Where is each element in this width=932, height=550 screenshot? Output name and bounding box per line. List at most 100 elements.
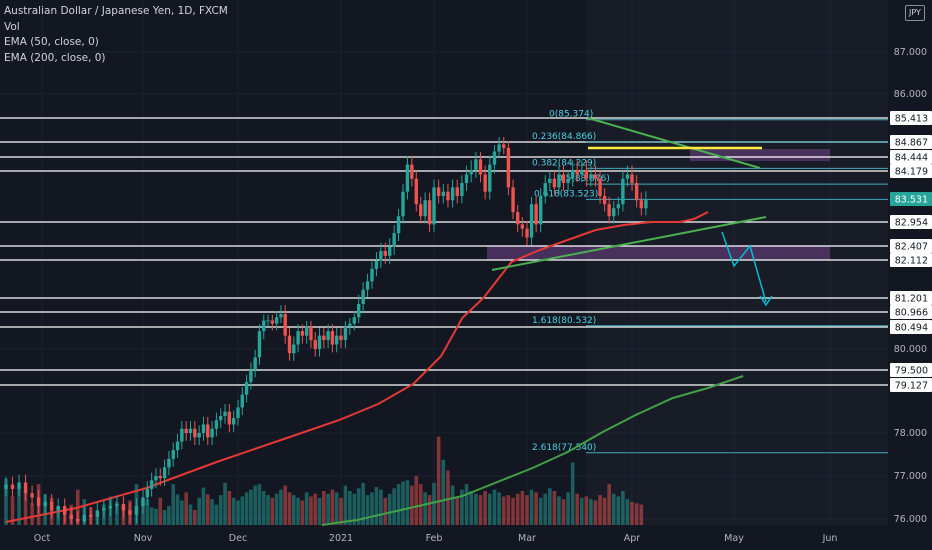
volume-bar <box>236 500 240 525</box>
volume-bar <box>149 507 154 525</box>
candle-body <box>304 326 309 336</box>
candle-body <box>584 169 589 179</box>
level-price-badge-bg <box>890 215 932 229</box>
current-price-badge-bg <box>890 192 932 206</box>
candle-body <box>180 428 184 442</box>
candle-body <box>388 246 392 256</box>
volume-bar <box>326 493 330 525</box>
candle-body <box>436 187 441 197</box>
candle-body <box>121 503 126 511</box>
volume-bar <box>370 492 374 525</box>
volume-bar <box>598 495 602 525</box>
candle-body <box>322 335 326 341</box>
fib-level-label: 0.5(83.876) <box>557 174 610 184</box>
candle-body <box>365 281 370 290</box>
time-axis-label: Apr <box>624 533 641 544</box>
volume-bar <box>223 482 227 525</box>
candle-body <box>401 191 405 217</box>
level-price-badge: 82.112 <box>895 256 928 267</box>
candle-body <box>82 514 86 522</box>
volume-bar <box>17 487 21 525</box>
candle-body <box>357 304 361 318</box>
candle-body <box>10 484 15 489</box>
candle-body <box>580 169 584 175</box>
candle-body <box>374 260 379 269</box>
candle-body <box>543 183 547 197</box>
fib-level-label: 0.382(84.229) <box>532 158 596 168</box>
volume-bar <box>167 505 171 525</box>
volume-bar <box>361 482 365 525</box>
candle-body <box>36 497 41 507</box>
candle-body <box>210 428 214 438</box>
volume-bar <box>352 493 357 525</box>
indicator-ema200-label[interactable]: EMA (200, close, 0) <box>4 51 106 64</box>
candle-body <box>223 411 227 416</box>
candle-body <box>548 178 552 184</box>
price-level-badges: 85.413 84.867 84.444 84.179 82.954 82.407 82.1… <box>890 111 932 392</box>
candle-body <box>30 493 34 498</box>
indicator-volume-label[interactable]: Vol <box>4 20 20 33</box>
candle-body <box>149 480 154 489</box>
indicator-ema50-label[interactable]: EMA (50, close, 0) <box>4 36 99 48</box>
volume-bar <box>184 492 188 525</box>
volume-bar <box>304 492 309 525</box>
candle-body <box>249 370 253 383</box>
volume-bar <box>197 497 201 525</box>
volume-bar <box>441 459 446 525</box>
candle-body <box>193 428 197 438</box>
candle-body <box>602 196 607 205</box>
volume-bar <box>374 486 379 525</box>
volume-bar <box>291 495 296 525</box>
candle-body <box>270 320 275 324</box>
fib-level-label: 1.618(80.532) <box>532 316 596 326</box>
volume-bar <box>575 493 580 525</box>
volume-bar <box>383 497 388 525</box>
price-axis: 87.000 86.000 80.000 78.000 77.000 76.000 <box>894 47 927 525</box>
candle-body <box>23 482 28 494</box>
candle-body <box>214 420 219 429</box>
volume-bar <box>579 497 584 525</box>
candle-body <box>506 147 511 188</box>
level-price-badge: 79.500 <box>895 366 928 377</box>
candle-body <box>108 506 113 509</box>
candle-body <box>296 331 300 345</box>
candle-body <box>450 187 455 201</box>
volume-bar <box>334 492 339 525</box>
volume-bar <box>287 492 292 525</box>
volume-bar <box>249 489 253 525</box>
candle-body <box>348 323 352 327</box>
candle-body <box>502 144 506 148</box>
volume-bar <box>478 495 483 525</box>
candle-body <box>639 200 643 209</box>
candle-body <box>330 331 335 345</box>
candle-body <box>516 212 520 225</box>
volume-bar <box>309 496 313 525</box>
volume-bar <box>450 485 455 525</box>
volume-bar <box>492 489 497 525</box>
resistance-zone <box>690 149 830 161</box>
volume-bar <box>270 497 275 525</box>
candle-body <box>63 506 67 515</box>
candle-body <box>446 191 450 201</box>
candle-body <box>621 178 625 205</box>
volume-bar <box>244 492 249 525</box>
candle-body <box>561 174 566 184</box>
candle-body <box>219 415 223 421</box>
volume-bar <box>330 489 335 525</box>
candle-body <box>188 428 193 433</box>
volume-bar <box>630 501 634 525</box>
currency-unit-badge[interactable]: JPY <box>905 5 925 21</box>
fib-level-label: 2.618(77.540) <box>532 443 596 453</box>
level-price-badge: 79.127 <box>895 381 928 392</box>
volume-bar <box>611 493 616 525</box>
level-price-badge-bg <box>890 164 932 178</box>
candle-body <box>492 151 497 165</box>
price-candles <box>4 137 648 524</box>
candle-body <box>534 204 538 225</box>
current-price-badge: 83.531 <box>895 195 928 206</box>
candle-body <box>257 331 262 358</box>
candle-body <box>379 251 383 261</box>
symbol-title[interactable]: Australian Dollar / Japanese Yen, 1D, FX… <box>4 5 228 17</box>
volume-bar <box>313 493 318 525</box>
